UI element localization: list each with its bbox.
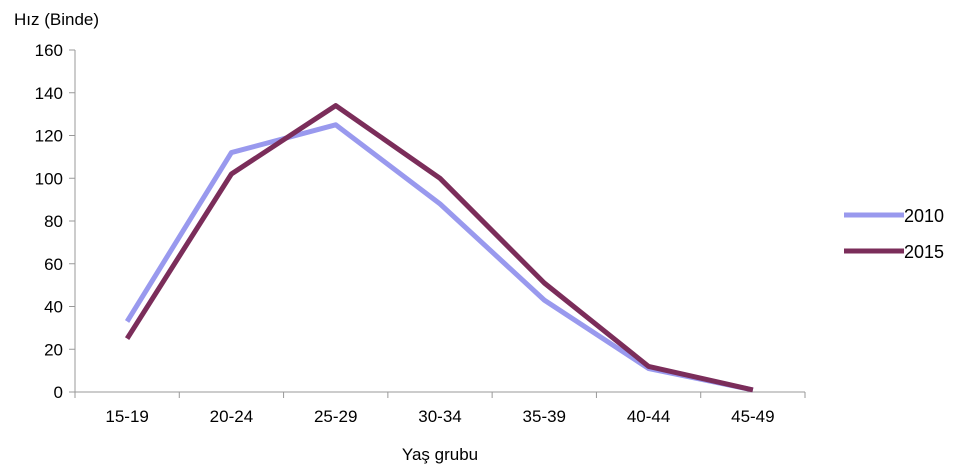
series-layer	[124, 103, 754, 393]
y-tick-label: 40	[44, 298, 63, 317]
legend: 2010 2015	[844, 206, 944, 262]
x-tick-label: 20-24	[210, 407, 253, 426]
y-tick-label: 20	[44, 340, 63, 359]
y-axis-title: Hız (Binde)	[14, 10, 99, 29]
legend-label-2010: 2010	[904, 206, 944, 226]
legend-label-2015: 2015	[904, 242, 944, 262]
y-ticks: 0 20 40 60 80 100 120 140 160	[35, 41, 75, 402]
y-tick-label: 140	[35, 84, 63, 103]
y-tick-label: 120	[35, 127, 63, 146]
x-ticks: 15-19 20-24 25-29 30-34 35-39 40-44 45-49	[74, 392, 806, 426]
y-tick-label: 60	[44, 255, 63, 274]
series-line-2015	[124, 103, 754, 393]
x-tick-label: 25-29	[314, 407, 357, 426]
y-tick-label: 100	[35, 169, 63, 188]
x-tick-label: 40-44	[627, 407, 670, 426]
y-tick-label: 0	[54, 383, 63, 402]
series-line-2010	[124, 122, 754, 393]
x-tick-label: 15-19	[105, 407, 148, 426]
x-tick-label: 30-34	[418, 407, 461, 426]
x-tick-label: 35-39	[523, 407, 566, 426]
x-tick-label: 45-49	[731, 407, 774, 426]
y-tick-label: 80	[44, 212, 63, 231]
x-axis-title: Yaş grubu	[402, 445, 478, 464]
y-tick-label: 160	[35, 41, 63, 60]
